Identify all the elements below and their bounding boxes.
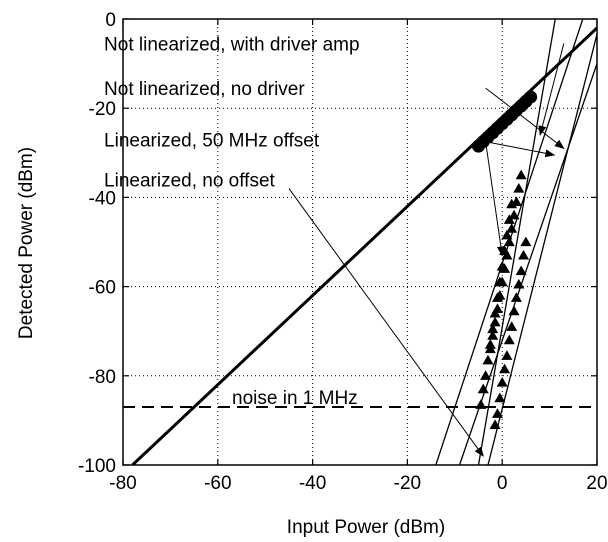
data-point-triangle: [503, 236, 515, 247]
data-point-triangle: [499, 263, 511, 273]
data-point-triangle: [501, 249, 513, 260]
annotation-arrow: [538, 43, 565, 136]
x-tick-label: -40: [299, 473, 326, 494]
data-point-triangle: [487, 330, 499, 340]
y-tick-label: -60: [89, 278, 116, 299]
data-point-triangle: [496, 376, 508, 387]
x-axis-title: Input Power (dBm): [287, 517, 445, 538]
data-point-triangle: [477, 383, 489, 394]
data-point-triangle: [508, 305, 520, 316]
annotation-label: Linearized, no offset: [104, 171, 275, 192]
data-point-triangle: [506, 223, 518, 233]
x-tick-label: 0: [497, 473, 508, 494]
fit-line: [487, 31, 597, 465]
data-point-circle: [524, 90, 538, 104]
data-point-triangle: [496, 276, 508, 287]
data-point-triangle: [487, 323, 499, 334]
y-tick-label: -80: [89, 367, 116, 388]
annotation-arrow: [485, 87, 565, 149]
data-point-triangle: [501, 229, 513, 240]
y-tick-labels: 0 -20 -40 -60 -80 -100: [78, 10, 116, 477]
data-point-triangle: [503, 334, 515, 345]
y-tick-label: -20: [89, 99, 116, 120]
data-point-triangle: [513, 278, 525, 289]
data-points: [472, 90, 538, 429]
annotation-label: Not linearized, with driver amp: [104, 35, 360, 56]
fit-lines: [131, 19, 597, 465]
plot-frame: [122, 18, 598, 466]
data-point-triangle: [510, 196, 522, 206]
data-point-triangle: [508, 209, 520, 220]
data-point-triangle: [489, 419, 501, 429]
data-point-triangle: [494, 290, 506, 300]
annotation-label: Linearized, 50 MHz offset: [104, 130, 320, 151]
y-axis-title: Detected Power (dBm): [16, 147, 37, 339]
x-tick-label: -60: [204, 473, 231, 494]
x-tick-labels: -80 -60 -40 -20 0 20: [109, 473, 607, 494]
annotation-arrow: [288, 188, 484, 457]
fit-line: [458, 63, 597, 465]
fit-line: [477, 19, 556, 465]
data-point-triangle: [489, 316, 501, 327]
y-tick-label: -40: [89, 188, 116, 209]
data-point-triangle: [520, 236, 532, 247]
data-point-triangle: [494, 392, 506, 403]
x-tick-label: -80: [109, 473, 136, 494]
data-point-triangle: [484, 343, 496, 354]
annotation-label: Not linearized, no driver: [104, 79, 305, 100]
data-point-triangle: [515, 169, 527, 180]
y-tick-label: -100: [78, 456, 116, 477]
data-point-triangle: [480, 370, 492, 380]
data-point-triangle: [513, 182, 525, 193]
y-tick-label: 0: [105, 10, 116, 31]
data-point-triangle: [510, 292, 522, 302]
annotation-arrows: [288, 43, 565, 457]
x-tick-label: -20: [394, 473, 421, 494]
x-tick-label: 20: [586, 473, 607, 494]
annotation-arrow: [485, 141, 556, 158]
data-point-triangle: [482, 354, 494, 365]
data-point-triangle: [501, 350, 513, 360]
data-point-triangle: [506, 321, 518, 331]
annotation-labels: Not linearized, with driver amp Not linea…: [104, 35, 360, 192]
data-point-triangle: [515, 265, 527, 276]
tick-marks: [122, 18, 598, 466]
data-point-triangle: [491, 408, 503, 418]
data-point-triangle: [499, 363, 511, 374]
data-point-triangle: [491, 303, 503, 314]
reference-line-label: noise in 1 MHz: [232, 388, 358, 409]
data-point-triangle: [475, 399, 487, 409]
annotation-arrow: [485, 141, 505, 257]
data-point-triangle: [518, 249, 530, 260]
